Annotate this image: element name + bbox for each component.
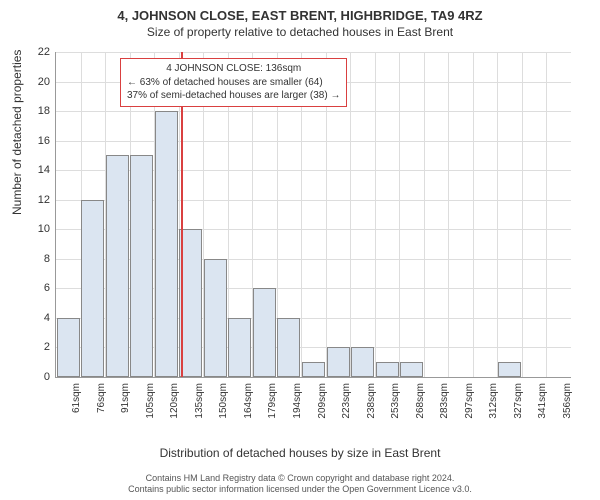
footer-line1: Contains HM Land Registry data © Crown c… bbox=[0, 473, 600, 485]
gridline-v bbox=[473, 52, 474, 377]
xtick-label: 312sqm bbox=[488, 383, 499, 431]
xtick-label: 91sqm bbox=[120, 383, 131, 431]
ytick-label: 16 bbox=[30, 135, 50, 147]
ytick-label: 12 bbox=[30, 194, 50, 206]
xtick-label: 327sqm bbox=[513, 383, 524, 431]
chart-title: 4, JOHNSON CLOSE, EAST BRENT, HIGHBRIDGE… bbox=[0, 0, 600, 23]
x-axis-label: Distribution of detached houses by size … bbox=[0, 446, 600, 460]
xtick-label: 297sqm bbox=[464, 383, 475, 431]
gridline-v bbox=[375, 52, 376, 377]
xtick-label: 209sqm bbox=[317, 383, 328, 431]
histogram-bar bbox=[204, 259, 227, 377]
gridline-h bbox=[56, 141, 571, 142]
histogram-bar bbox=[351, 347, 374, 377]
gridline-v bbox=[497, 52, 498, 377]
histogram-bar bbox=[57, 318, 80, 377]
footer: Contains HM Land Registry data © Crown c… bbox=[0, 473, 600, 496]
ytick-label: 4 bbox=[30, 312, 50, 324]
histogram-bar bbox=[253, 288, 276, 377]
histogram-bar bbox=[155, 111, 178, 377]
ytick-label: 0 bbox=[30, 371, 50, 383]
gridline-v bbox=[350, 52, 351, 377]
annotation-line2: ← 63% of detached houses are smaller (64… bbox=[127, 76, 340, 90]
xtick-label: 150sqm bbox=[218, 383, 229, 431]
xtick-label: 194sqm bbox=[292, 383, 303, 431]
ytick-label: 20 bbox=[30, 76, 50, 88]
xtick-label: 179sqm bbox=[267, 383, 278, 431]
histogram-bar bbox=[106, 155, 129, 377]
ytick-label: 18 bbox=[30, 105, 50, 117]
ytick-label: 6 bbox=[30, 282, 50, 294]
chart-subtitle: Size of property relative to detached ho… bbox=[0, 23, 600, 39]
gridline-v bbox=[546, 52, 547, 377]
ytick-label: 2 bbox=[30, 341, 50, 353]
histogram-bar bbox=[130, 155, 153, 377]
xtick-label: 76sqm bbox=[96, 383, 107, 431]
annotation-box: 4 JOHNSON CLOSE: 136sqm ← 63% of detache… bbox=[120, 58, 347, 107]
gridline-v bbox=[424, 52, 425, 377]
histogram-bar bbox=[302, 362, 325, 377]
chart-container: { "chart": { "type": "histogram", "title… bbox=[0, 0, 600, 500]
histogram-bar bbox=[179, 229, 202, 377]
gridline-h bbox=[56, 111, 571, 112]
xtick-label: 283sqm bbox=[439, 383, 450, 431]
xtick-label: 356sqm bbox=[562, 383, 573, 431]
y-axis-label: Number of detached properties bbox=[10, 50, 24, 215]
xtick-label: 164sqm bbox=[243, 383, 254, 431]
plot-area: 0246810121416182022 61sqm76sqm91sqm105sq… bbox=[55, 52, 570, 377]
xtick-label: 105sqm bbox=[145, 383, 156, 431]
footer-line2: Contains public sector information licen… bbox=[0, 484, 600, 496]
xtick-label: 61sqm bbox=[71, 383, 82, 431]
xtick-label: 268sqm bbox=[415, 383, 426, 431]
xtick-label: 341sqm bbox=[537, 383, 548, 431]
histogram-bar bbox=[277, 318, 300, 377]
xtick-label: 238sqm bbox=[366, 383, 377, 431]
xtick-label: 120sqm bbox=[169, 383, 180, 431]
histogram-bar bbox=[81, 200, 104, 377]
ytick-label: 10 bbox=[30, 223, 50, 235]
ytick-label: 14 bbox=[30, 164, 50, 176]
xtick-label: 223sqm bbox=[341, 383, 352, 431]
histogram-bar bbox=[400, 362, 423, 377]
annotation-line3: 37% of semi-detached houses are larger (… bbox=[127, 89, 340, 103]
ytick-label: 22 bbox=[30, 46, 50, 58]
histogram-bar bbox=[327, 347, 350, 377]
xtick-label: 253sqm bbox=[390, 383, 401, 431]
annotation-line1: 4 JOHNSON CLOSE: 136sqm bbox=[127, 62, 340, 76]
gridline-h bbox=[56, 52, 571, 53]
gridline-v bbox=[399, 52, 400, 377]
histogram-bar bbox=[498, 362, 521, 377]
gridline-v bbox=[522, 52, 523, 377]
histogram-bar bbox=[228, 318, 251, 377]
xtick-label: 135sqm bbox=[194, 383, 205, 431]
histogram-bar bbox=[376, 362, 399, 377]
gridline-v bbox=[448, 52, 449, 377]
ytick-label: 8 bbox=[30, 253, 50, 265]
